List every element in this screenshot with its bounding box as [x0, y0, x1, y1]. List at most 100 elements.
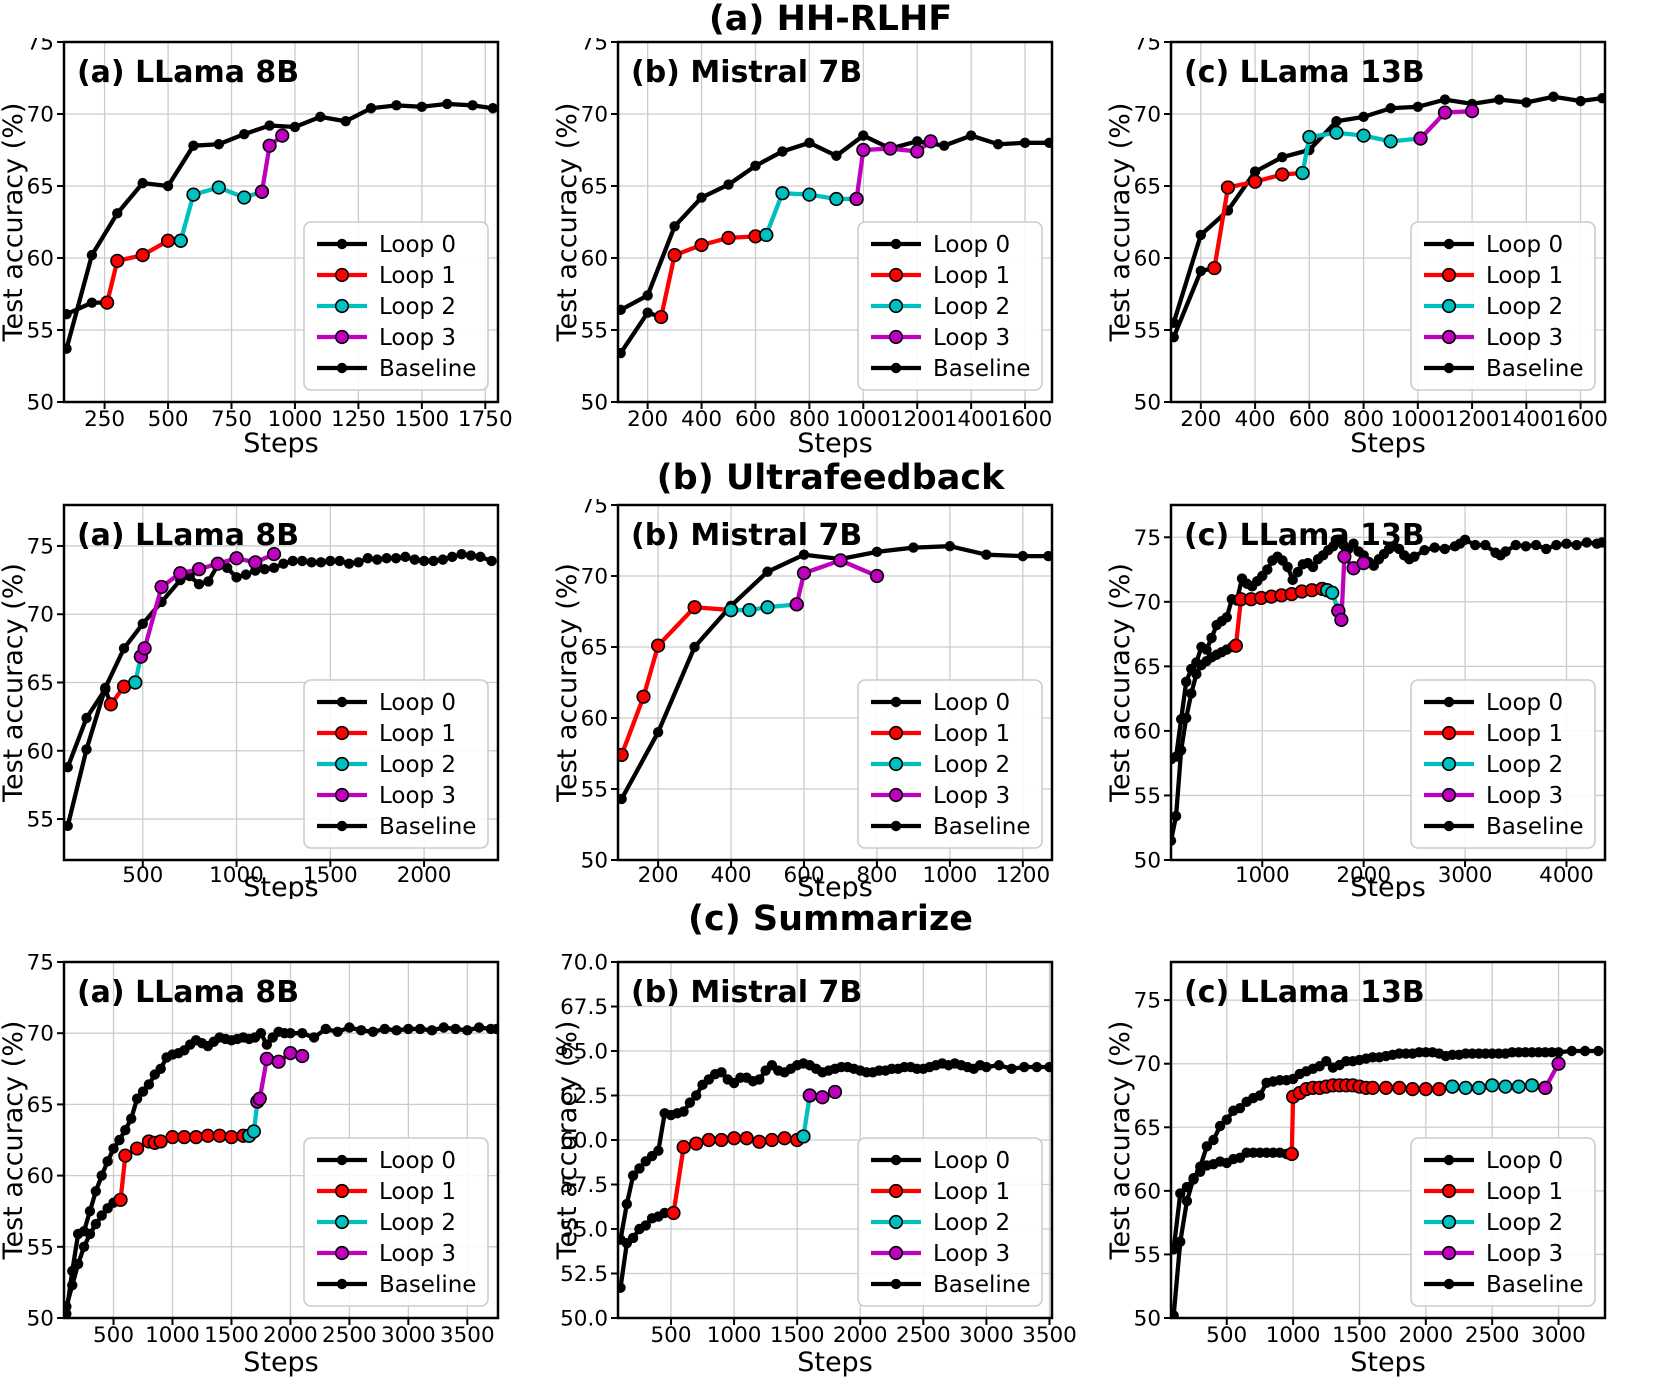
x-tick-label: 1000: [922, 863, 977, 888]
y-tick-label: 60: [580, 247, 607, 272]
x-tick-label: 600: [735, 407, 776, 432]
legend-marker: [888, 725, 903, 741]
legend-label: Loop 1: [379, 263, 456, 289]
x-tick-label: 500: [122, 863, 163, 888]
chart-row-summarize: 500 1000 1500 2000 2500 3000 3500 50 55 60 65 70 75 S…: [0, 939, 1661, 1384]
axes-spines: [616, 503, 1053, 862]
legend-label: Loop 0: [379, 232, 456, 258]
series-loop-1: [1285, 1078, 1460, 1162]
x-tick-label: 600: [1289, 407, 1330, 432]
y-tick-label: 52.5: [560, 1262, 608, 1287]
y-tick-label: 60: [27, 246, 54, 271]
y-tick-label: 60: [27, 1164, 54, 1189]
x-tick-label: 1400: [1499, 407, 1554, 432]
legend-marker: [888, 787, 903, 803]
y-axis-label: Test accuracy (%): [1107, 563, 1136, 803]
series-loop-3: [802, 1084, 842, 1105]
legend: Loop 0 Loop 1 Loop 2 Loop 3 Baseline: [303, 679, 489, 849]
y-tick-label: 65: [1134, 655, 1161, 680]
legend-marker: [890, 696, 901, 708]
legend-label: Baseline: [933, 1272, 1031, 1298]
legend-label: Loop 3: [379, 325, 456, 351]
legend-marker: [888, 1183, 903, 1199]
legend-marker: [890, 1278, 901, 1290]
y-tick-label: 50: [1134, 391, 1161, 416]
legend-marker: [336, 820, 348, 832]
legend-label: Baseline: [379, 814, 476, 840]
legend-marker: [890, 1154, 901, 1166]
y-tick-label: 70: [27, 102, 54, 127]
legend-marker: [1444, 1278, 1455, 1290]
x-tick-label: 200: [1181, 407, 1222, 432]
y-tick-label: 55.0: [560, 1218, 608, 1243]
chart-title: (a) LLama 8B: [77, 55, 299, 90]
y-tick-label: 67.5: [560, 995, 608, 1020]
chart-ultrafeedback-llama8b-canvas: 500 1000 1500 2000 55 60 65 70 75 Steps Test accur…: [0, 503, 500, 899]
legend-marker: [334, 725, 350, 741]
x-axis-label: Steps: [797, 1347, 873, 1378]
x-tick-label: 1000: [1266, 1323, 1321, 1348]
y-tick-label: 62.5: [560, 1084, 608, 1109]
series-loop-0: [62, 684, 117, 773]
y-tick-label: 55: [1134, 1243, 1161, 1268]
series-loop-3: [789, 553, 884, 612]
y-tick-label: 55: [580, 319, 607, 344]
legend-marker: [888, 329, 903, 345]
chart-hhrlhf-mistral7b-canvas: 200 400 600 800 1000 1200 1400 1600 50 55 60 65 70 75…: [554, 38, 1053, 458]
legend-marker: [334, 787, 350, 803]
legend-label: Loop 1: [933, 263, 1010, 289]
x-tick-label: 2000: [397, 863, 452, 888]
legend-label: Loop 1: [933, 1179, 1010, 1205]
axes-spines: [62, 960, 500, 1320]
x-tick-label: 400: [710, 863, 751, 888]
legend-label: Loop 1: [379, 1179, 456, 1205]
legend-marker: [1442, 725, 1457, 741]
y-tick-label: 65: [27, 1093, 54, 1118]
y-tick-label: 65: [27, 671, 54, 696]
legend-label: Loop 3: [379, 783, 456, 809]
legend-marker: [336, 238, 348, 250]
legend: Loop 0 Loop 1 Loop 2 Loop 3 Baseline: [1410, 679, 1597, 849]
x-tick-label: 500: [650, 1323, 691, 1348]
legend-label: Baseline: [1486, 814, 1584, 840]
y-tick-label: 50: [1134, 849, 1161, 874]
x-tick-label: 2500: [896, 1323, 951, 1348]
row-title-hh-rlhf: (a) HH-RLHF: [708, 0, 953, 39]
y-axis-label: Test accuracy (%): [1107, 1021, 1136, 1261]
y-tick-label: 65: [1134, 1116, 1161, 1141]
x-tick-label: 1200: [889, 407, 944, 432]
legend-label: Baseline: [1486, 356, 1584, 382]
y-tick-label: 75: [27, 38, 54, 56]
x-tick-label: 250: [84, 407, 125, 432]
legend-marker: [334, 1214, 350, 1230]
y-tick-label: 50: [1134, 1307, 1161, 1332]
x-axis-label: Steps: [797, 872, 873, 899]
chart-hhrlhf-llama8b: 250 500 750 1000 1250 1500 1750 50 55 60 65 70 75 Ste…: [0, 38, 554, 458]
y-tick-label: 70: [27, 1022, 54, 1047]
x-tick-label: 3500: [440, 1323, 495, 1348]
x-tick-label: 1000: [268, 407, 323, 432]
legend-label: Loop 2: [933, 752, 1010, 778]
x-tick-label: 4000: [1539, 863, 1594, 888]
y-tick-label: 50: [27, 1306, 54, 1331]
legend-marker: [1442, 1245, 1457, 1261]
y-tick-label: 75: [27, 950, 54, 975]
x-tick-label: 1500: [303, 863, 358, 888]
x-tick-label: 400: [681, 407, 722, 432]
y-tick-label: 60: [580, 707, 607, 732]
legend: Loop 0 Loop 1 Loop 2 Loop 3 Baseline: [1410, 1137, 1597, 1307]
legend-label: Loop 2: [933, 1210, 1010, 1236]
chart-ultrafeedback-mistral7b: 200 400 600 800 1000 1200 50 55 60 65 70 75 Steps Tes…: [554, 499, 1108, 899]
y-tick-label: 50: [580, 391, 607, 416]
axes-spines: [616, 40, 1053, 404]
x-tick-label: 600: [783, 863, 824, 888]
y-tick-label: 70.0: [560, 951, 608, 976]
y-tick-label: 55: [27, 1235, 54, 1260]
legend-marker: [334, 1245, 350, 1261]
axes-spines: [1170, 960, 1607, 1320]
axes-spines: [616, 960, 1053, 1320]
y-tick-label: 55: [27, 807, 54, 832]
x-tick-label: 750: [211, 407, 252, 432]
y-tick-label: 55: [1134, 784, 1161, 809]
series-baseline: [62, 98, 499, 354]
